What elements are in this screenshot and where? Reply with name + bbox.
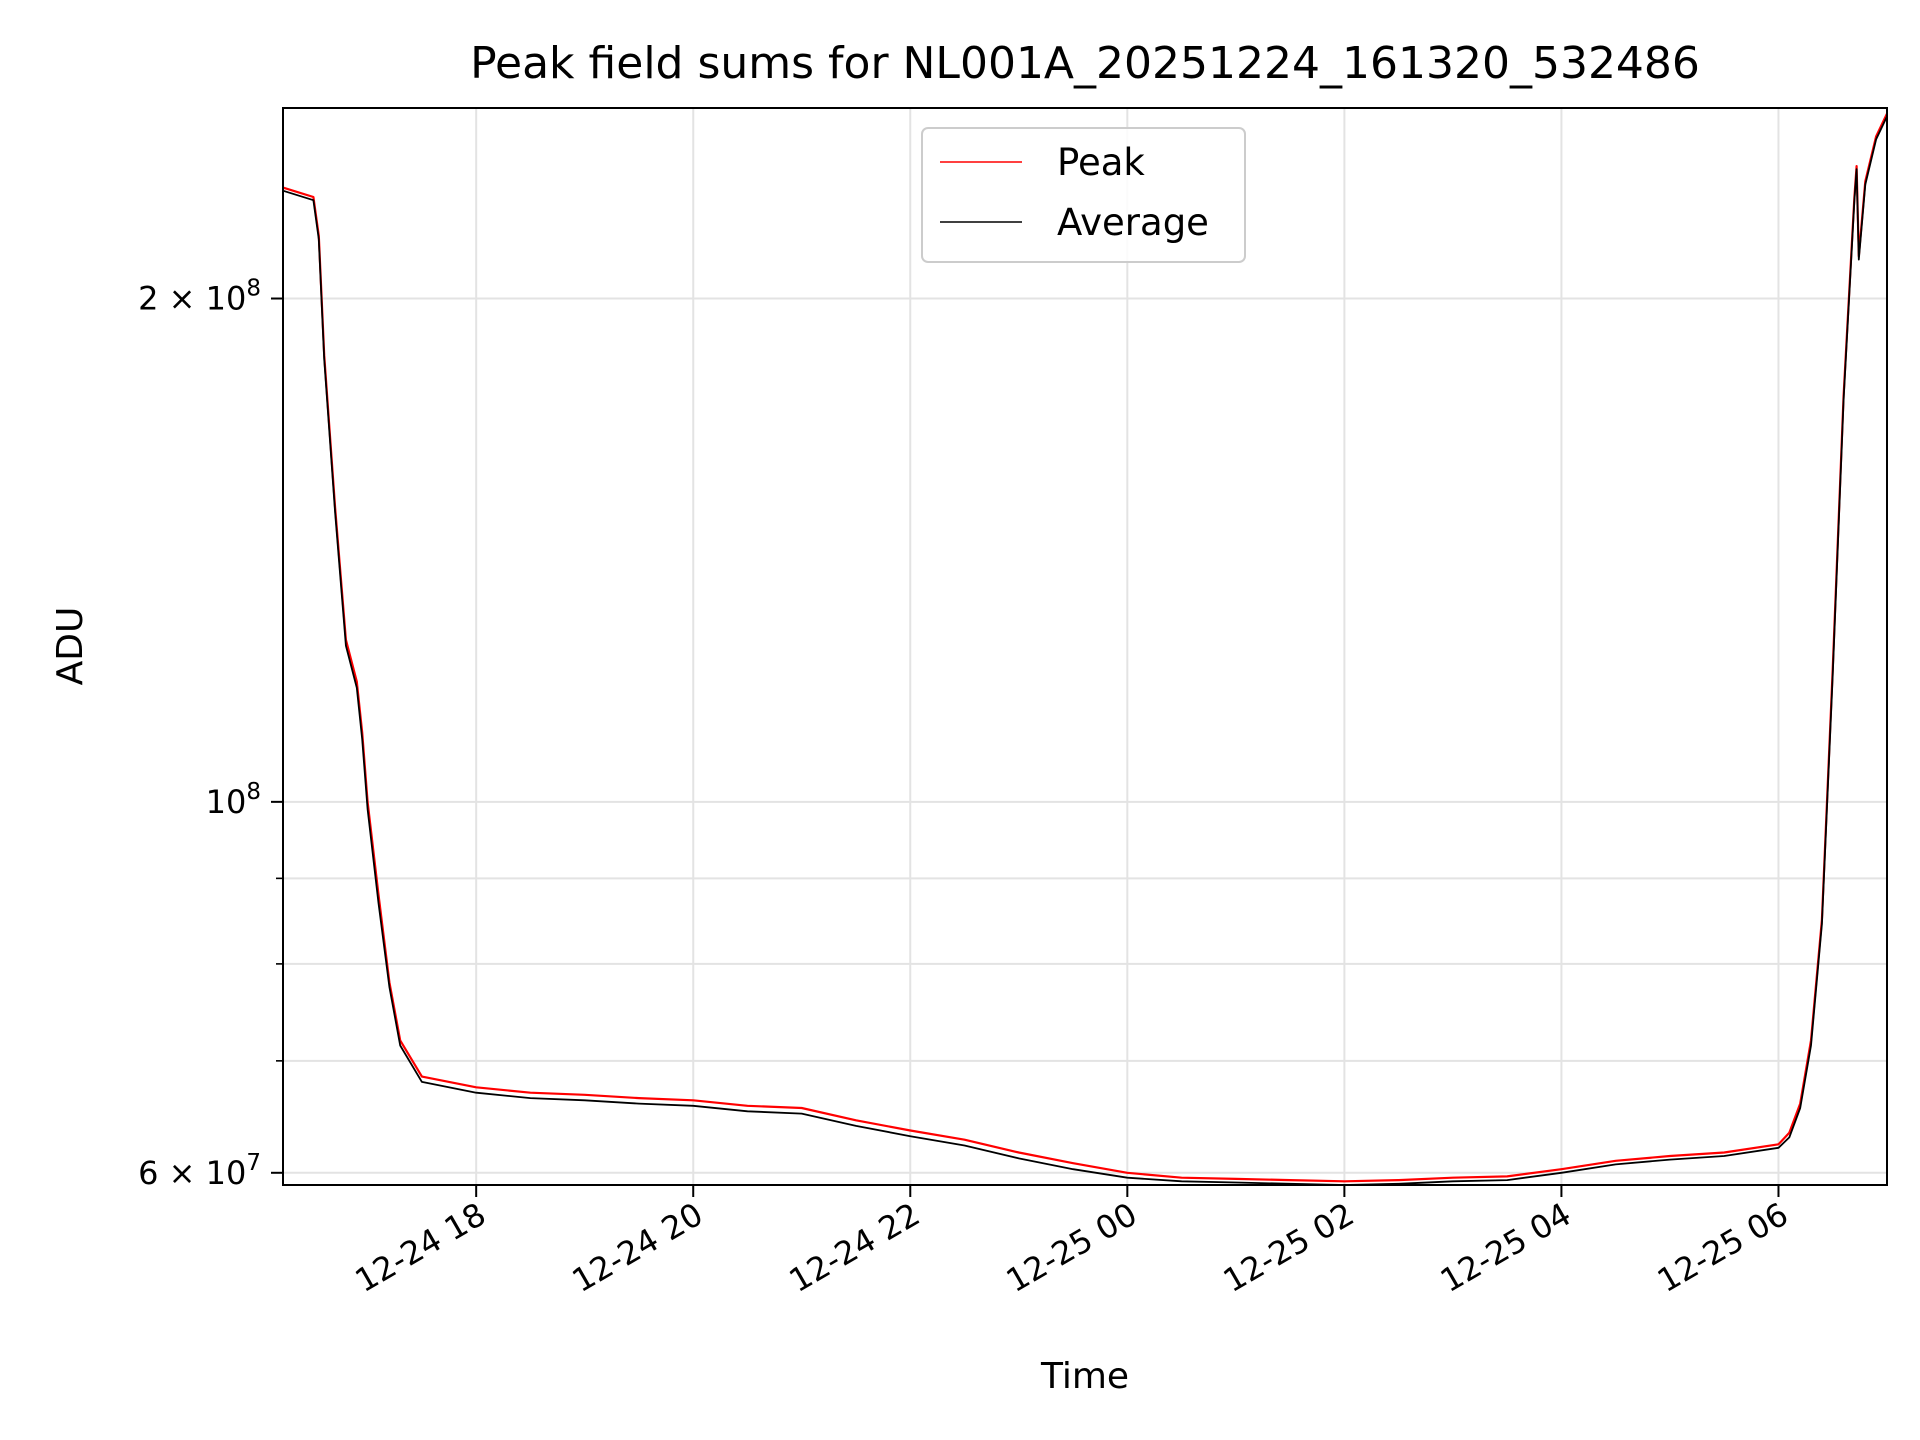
plot-frame bbox=[282, 107, 1888, 1186]
y-tick-label: 108 bbox=[206, 779, 261, 821]
series-layer bbox=[283, 113, 1887, 1185]
chart-title: Peak field sums for NL001A_20251224_1613… bbox=[470, 38, 1700, 89]
legend-label-peak: Peak bbox=[1057, 141, 1145, 184]
x-axis-label: Time bbox=[1040, 1356, 1129, 1397]
y-axis-label: ADU bbox=[50, 607, 91, 686]
y-tick-label: 2 × 108 bbox=[138, 276, 261, 318]
y-tick-label: 6 × 107 bbox=[138, 1150, 261, 1192]
grid-layer bbox=[283, 108, 1887, 1185]
series-line-average bbox=[283, 116, 1887, 1185]
legend: Peak Average bbox=[921, 127, 1246, 263]
legend-label-average: Average bbox=[1057, 201, 1209, 244]
